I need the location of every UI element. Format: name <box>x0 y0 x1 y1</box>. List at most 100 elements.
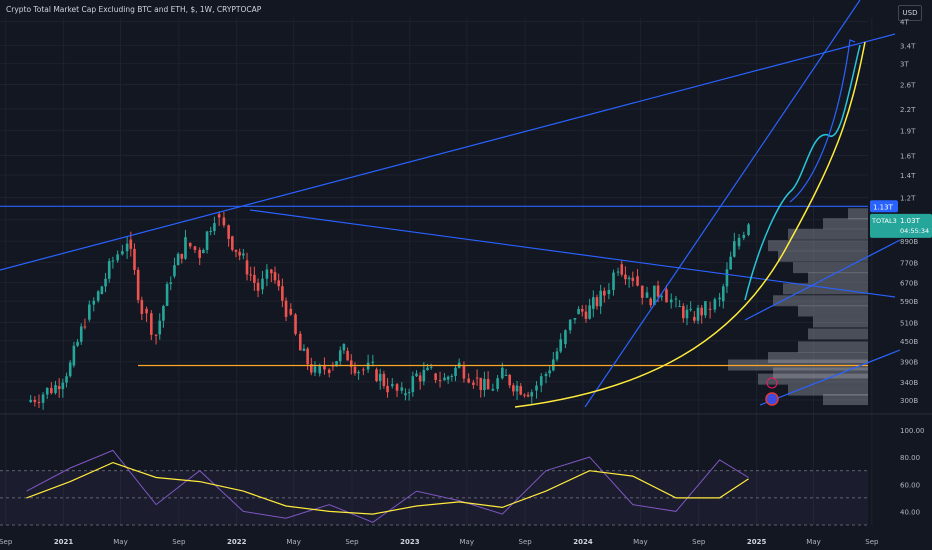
descending-trend-line <box>249 209 896 298</box>
candle <box>530 392 534 397</box>
x-tick-label: Sep <box>172 538 186 546</box>
candle <box>265 269 269 279</box>
candle <box>205 231 209 250</box>
candle <box>100 286 104 294</box>
candle <box>450 375 454 377</box>
volume-profile-bar <box>813 316 868 328</box>
candle <box>88 304 91 320</box>
candle <box>640 285 644 298</box>
grid <box>0 18 932 525</box>
candle <box>366 362 370 370</box>
candle <box>50 387 53 394</box>
candle <box>154 334 158 336</box>
volume-profile-bar <box>798 305 868 317</box>
candle <box>111 260 115 262</box>
candle <box>721 286 725 302</box>
candle <box>92 300 96 305</box>
candle <box>277 280 280 287</box>
candle <box>169 282 173 285</box>
long-trend-line <box>0 33 896 271</box>
candle <box>242 253 245 256</box>
candle <box>725 269 729 287</box>
candle <box>306 348 309 365</box>
y-tick-label: 590B <box>900 298 918 306</box>
candle <box>515 385 519 392</box>
drawings <box>0 0 901 408</box>
currency-button[interactable]: USD <box>898 5 922 21</box>
candle <box>573 318 577 320</box>
candle <box>631 277 635 281</box>
candle <box>526 394 530 397</box>
candle <box>737 237 741 247</box>
level-price-label: 1.13T <box>873 203 894 211</box>
candle <box>180 253 184 259</box>
channel-line <box>744 239 901 321</box>
candle <box>693 316 696 321</box>
candle <box>483 378 486 391</box>
candle <box>327 369 331 373</box>
volume-profile-bar <box>773 367 868 379</box>
candle <box>289 308 293 315</box>
candle <box>407 392 411 394</box>
volume-profile-bar <box>768 352 868 364</box>
y-tick-label: 1.2T <box>900 195 916 203</box>
candle <box>309 364 313 373</box>
y-tick-label: 450B <box>900 338 918 346</box>
rsi-tick-label: 60.00 <box>900 481 920 489</box>
projection-bracket <box>789 39 856 203</box>
candle <box>612 272 615 290</box>
candle <box>238 251 241 256</box>
candle <box>696 307 700 321</box>
candle <box>125 243 129 252</box>
candle <box>434 373 437 381</box>
candle <box>568 319 572 331</box>
candle <box>150 313 153 335</box>
candle <box>29 399 32 403</box>
candle <box>176 253 180 266</box>
lower-channel-line <box>759 349 901 406</box>
x-tick-label: May <box>113 538 127 546</box>
candle <box>41 394 45 403</box>
candle <box>217 214 221 218</box>
candle <box>496 378 499 389</box>
candle <box>508 374 511 386</box>
y-tick-label: 300B <box>900 397 918 405</box>
candle <box>79 326 83 342</box>
candle <box>660 296 664 298</box>
candle <box>270 269 273 274</box>
candle <box>231 236 234 250</box>
volume-profile-bar <box>808 328 868 340</box>
candle <box>96 291 100 301</box>
x-tick-label: May <box>460 538 474 546</box>
volume-profile-bar <box>773 295 868 307</box>
candle <box>544 374 548 377</box>
candle <box>253 274 256 283</box>
candle <box>57 386 61 390</box>
candle <box>140 300 144 314</box>
rsi-tick-label: 100.00 <box>900 427 925 435</box>
series-name-label: TOTAL3 <box>871 217 897 225</box>
candle <box>298 333 302 351</box>
candle <box>371 361 375 363</box>
candle <box>227 225 230 239</box>
rsi-pane <box>0 449 868 526</box>
candle <box>426 367 429 371</box>
rsi-line <box>26 449 749 523</box>
candle <box>708 308 712 310</box>
volume-profile <box>728 208 868 406</box>
candle <box>104 278 107 287</box>
candle <box>202 249 205 254</box>
candle <box>400 387 404 391</box>
candle <box>61 382 65 390</box>
candle <box>747 224 750 235</box>
candle <box>656 285 660 297</box>
candle <box>65 376 68 383</box>
candle <box>116 254 119 261</box>
candle <box>512 385 515 392</box>
candle <box>682 306 685 319</box>
x-tick-label: May <box>633 538 647 546</box>
y-tick-label: 3T <box>900 61 909 69</box>
candle <box>595 297 599 307</box>
candle <box>415 373 418 377</box>
